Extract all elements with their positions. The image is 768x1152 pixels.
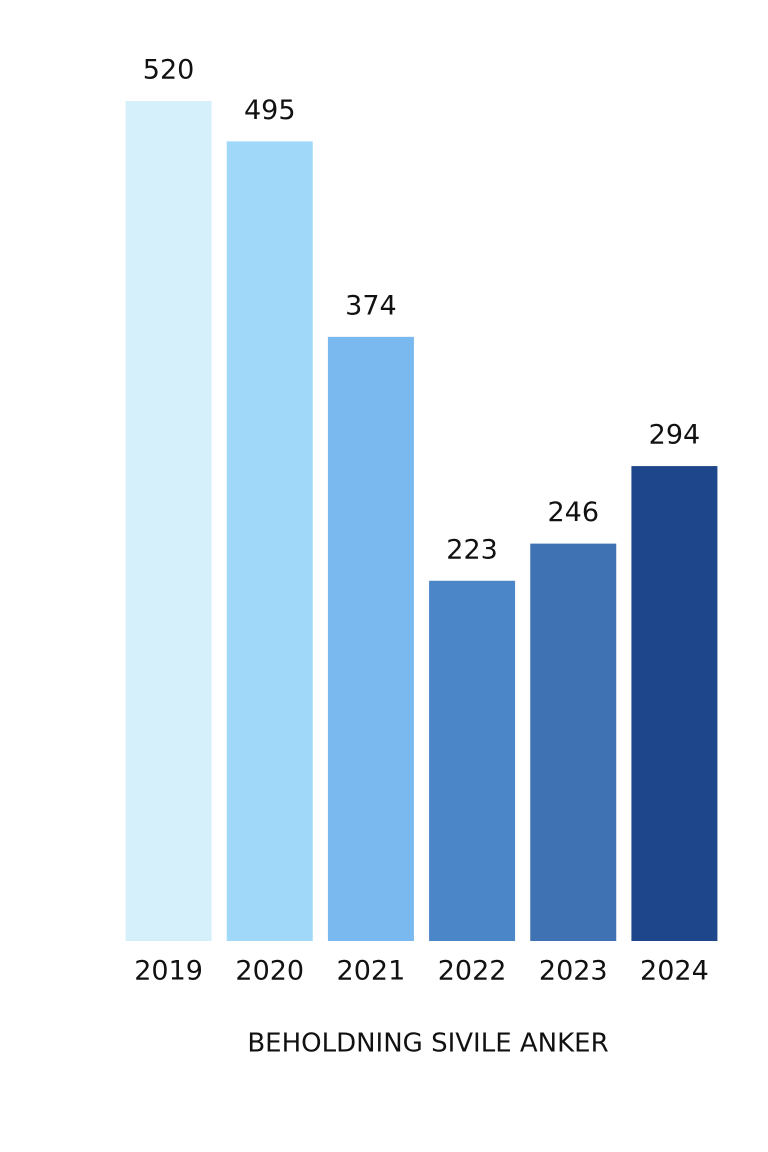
x-tick-label: 2023	[539, 956, 608, 987]
x-tick-label: 2021	[337, 956, 406, 987]
value-label: 294	[649, 420, 701, 451]
value-label: 246	[547, 497, 599, 528]
bar	[327, 336, 414, 941]
bar	[429, 580, 516, 941]
value-label: 374	[345, 290, 397, 321]
value-label: 520	[143, 55, 195, 86]
x-tick-label: 2020	[235, 956, 304, 987]
chart-title: BEHOLDNING SIVILE ANKER	[247, 1029, 608, 1059]
x-tick-label: 2022	[438, 956, 507, 987]
x-tick-label: 2024	[640, 956, 709, 987]
value-label: 495	[244, 95, 296, 126]
x-tick-label: 2019	[134, 956, 203, 987]
bar	[530, 543, 617, 941]
bar	[631, 466, 718, 941]
bar	[226, 141, 313, 941]
value-label: 223	[446, 534, 498, 565]
bar	[125, 101, 212, 941]
